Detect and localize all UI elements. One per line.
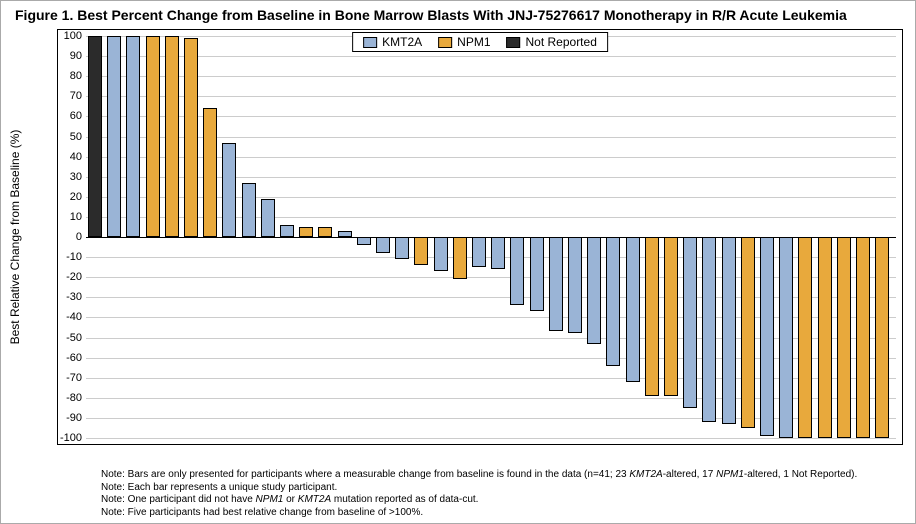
- ytick-label: -100: [60, 432, 82, 444]
- bar: [453, 237, 467, 279]
- legend-item-notreported: Not Reported: [506, 35, 596, 49]
- ytick-label: -50: [66, 332, 82, 344]
- bar: [184, 38, 198, 237]
- legend-item-kmt2a: KMT2A: [363, 35, 422, 49]
- bar: [645, 237, 659, 396]
- gridline: [86, 438, 896, 439]
- bar: [414, 237, 428, 265]
- ytick-label: 70: [70, 90, 82, 102]
- ytick-label: -70: [66, 372, 82, 384]
- bar: [837, 237, 851, 438]
- bar: [491, 237, 505, 269]
- bar: [318, 227, 332, 237]
- footnotes: Note: Bars are only presented for partic…: [101, 469, 905, 519]
- ytick-label: -90: [66, 412, 82, 424]
- bar: [376, 237, 390, 253]
- bar: [818, 237, 832, 438]
- ytick-label: 20: [70, 191, 82, 203]
- ytick-label: 40: [70, 151, 82, 163]
- legend-item-npm1: NPM1: [438, 35, 490, 49]
- legend-label: KMT2A: [382, 35, 422, 49]
- bar: [606, 237, 620, 366]
- legend: KMT2A NPM1 Not Reported: [352, 32, 608, 52]
- bar: [280, 225, 294, 237]
- legend-swatch-notreported: [506, 37, 520, 48]
- bars-layer: [86, 36, 896, 438]
- ytick-label: 50: [70, 131, 82, 143]
- bar: [107, 36, 121, 237]
- bar: [856, 237, 870, 438]
- bar: [261, 199, 275, 237]
- chart-frame: KMT2A NPM1 Not Reported -100-90-80-70-60…: [57, 29, 903, 445]
- bar: [530, 237, 544, 311]
- bar: [587, 237, 601, 344]
- ytick-label: 60: [70, 110, 82, 122]
- ytick-label: -60: [66, 352, 82, 364]
- bar: [722, 237, 736, 424]
- ytick-label: 90: [70, 50, 82, 62]
- bar: [146, 36, 160, 237]
- bar: [338, 231, 352, 237]
- ytick-label: 80: [70, 70, 82, 82]
- footnote-line: Note: Bars are only presented for partic…: [101, 469, 905, 482]
- bar: [203, 108, 217, 237]
- figure-container: Figure 1. Best Percent Change from Basel…: [0, 0, 916, 524]
- footnote-line: Note: One participant did not have NPM1 …: [101, 494, 905, 507]
- ytick-label: -80: [66, 392, 82, 404]
- bar: [299, 227, 313, 237]
- bar: [626, 237, 640, 382]
- bar: [741, 237, 755, 428]
- bar: [664, 237, 678, 396]
- bar: [702, 237, 716, 422]
- bar: [165, 36, 179, 237]
- figure-title: Figure 1. Best Percent Change from Basel…: [15, 7, 905, 23]
- footnote-line: Note: Five participants had best relativ…: [101, 507, 905, 520]
- bar: [242, 183, 256, 237]
- bar: [779, 237, 793, 438]
- ytick-label: 0: [76, 231, 82, 243]
- bar: [510, 237, 524, 305]
- legend-swatch-kmt2a: [363, 37, 377, 48]
- ytick-label: 100: [64, 30, 82, 42]
- ytick-label: -40: [66, 311, 82, 323]
- bar: [126, 36, 140, 237]
- bar: [798, 237, 812, 438]
- ytick-label: -30: [66, 291, 82, 303]
- legend-label: NPM1: [457, 35, 490, 49]
- bar: [875, 237, 889, 438]
- bar: [222, 143, 236, 237]
- bar: [568, 237, 582, 333]
- legend-swatch-npm1: [438, 37, 452, 48]
- bar: [760, 237, 774, 436]
- legend-label: Not Reported: [525, 35, 596, 49]
- bar: [472, 237, 486, 267]
- bar: [88, 36, 102, 237]
- bar: [549, 237, 563, 331]
- ytick-label: -20: [66, 271, 82, 283]
- bar: [683, 237, 697, 408]
- bar: [395, 237, 409, 259]
- bar: [357, 237, 371, 245]
- plot-area: -100-90-80-70-60-50-40-30-20-10010203040…: [86, 36, 896, 438]
- ytick-label: -10: [66, 251, 82, 263]
- ytick-label: 10: [70, 211, 82, 223]
- bar: [434, 237, 448, 271]
- footnote-line: Note: Each bar represents a unique study…: [101, 482, 905, 495]
- y-axis-title: Best Relative Change from Baseline (%): [8, 130, 22, 345]
- ytick-label: 30: [70, 171, 82, 183]
